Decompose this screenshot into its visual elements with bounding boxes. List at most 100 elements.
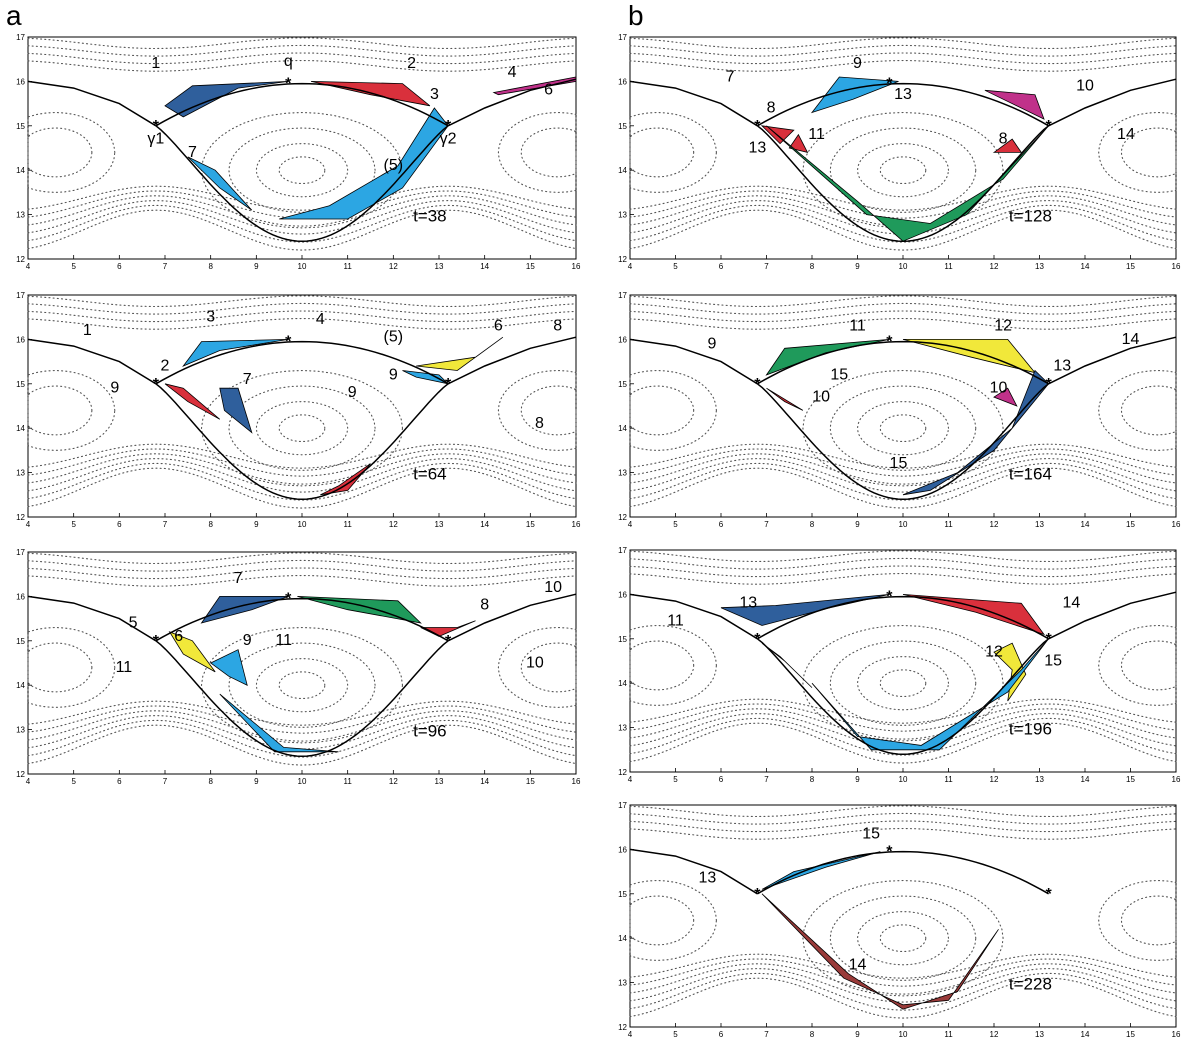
lobe-label: 15 [890, 455, 908, 472]
a2-lobe-2 [164, 383, 221, 420]
y-tick-label: 12 [16, 513, 25, 522]
lobe-label: 7 [188, 144, 197, 161]
hyperbolic-point-marker: * [754, 376, 761, 393]
time-label: t=38 [413, 206, 447, 225]
x-tick-label: 12 [389, 777, 398, 786]
q-point-marker: * [285, 591, 292, 608]
x-tick-label: 10 [298, 520, 307, 529]
lobe-label: 7 [726, 68, 735, 85]
y-tick-label: 16 [16, 592, 25, 601]
a3-lobe-9 [209, 649, 248, 686]
y-tick-label: 12 [618, 1023, 627, 1032]
lobe-label: 11 [667, 612, 684, 629]
panel-a1-manifolds [27, 78, 577, 242]
x-tick-label: 5 [673, 775, 678, 784]
x-tick-label: 7 [163, 777, 168, 786]
lobe-label: 8 [999, 131, 1008, 148]
outer-left-curve [27, 338, 157, 385]
y-tick-label: 17 [618, 801, 627, 810]
x-tick-label: 16 [1172, 1030, 1181, 1039]
lobe-label: 8 [535, 415, 544, 432]
a3-lobe-green [297, 596, 422, 624]
hyperbolic-point-marker: * [153, 633, 160, 650]
q-point-marker: * [886, 844, 893, 861]
x-tick-label: 14 [1081, 775, 1090, 784]
x-tick-label: 4 [628, 775, 633, 784]
x-tick-label: 5 [673, 1030, 678, 1039]
x-tick-label: 11 [344, 262, 353, 271]
y-tick-label: 14 [618, 424, 627, 433]
x-tick-label: 5 [673, 262, 678, 271]
y-tick-label: 14 [16, 166, 25, 175]
panel-b2-streamlines [629, 295, 1177, 509]
lobe-label: 8 [767, 99, 776, 116]
a2-lobe-7 [219, 387, 253, 434]
lobe-label: 11 [849, 318, 866, 335]
b2-lobe-10 [993, 387, 1018, 407]
x-tick-label: 13 [1035, 520, 1044, 529]
x-tick-label: 12 [990, 1030, 999, 1039]
panel-b1: 4 5 6 7 8 9 10 11 12 13 14 15 16 12 13 14 15 16 17 * * * 7 9 13 1… [618, 33, 1181, 271]
x-tick-label: 15 [526, 262, 535, 271]
y-tick-label: 13 [16, 211, 25, 220]
column-label-b: b [628, 0, 644, 31]
lobe-label: 10 [544, 579, 562, 596]
x-tick-label: 6 [719, 520, 724, 529]
time-label: t=164 [1009, 464, 1052, 483]
panel-a1-frame [27, 36, 577, 260]
x-tick-label: 8 [810, 520, 815, 529]
lobe-label: (5) [384, 329, 404, 346]
lobe-label: 9 [110, 380, 119, 397]
x-tick-label: 6 [719, 1030, 724, 1039]
a2-lobe-bottom [320, 463, 371, 496]
lobe-label: 12 [985, 644, 1003, 661]
panel-b4-manifolds [629, 848, 1049, 895]
x-tick-label: 9 [254, 262, 259, 271]
x-tick-label: 7 [764, 520, 769, 529]
hyperbolic-point-marker: * [754, 631, 761, 648]
x-tick-label: 7 [764, 1030, 769, 1039]
lobe-label: 10 [526, 654, 544, 671]
lobe-label: 10 [812, 389, 830, 406]
x-tick-label: 8 [810, 775, 815, 784]
x-tick-label: 11 [944, 1030, 953, 1039]
hyperbolic-point-marker: * [153, 118, 160, 135]
lobe-label: 12 [994, 318, 1012, 335]
lobe-label: 6 [174, 628, 183, 645]
lobe-label: 9 [853, 55, 862, 72]
lobe-label: 7 [234, 570, 243, 587]
a2-lobe-6 [416, 336, 504, 371]
hyperbolic-point-marker: * [1045, 376, 1052, 393]
lobe-label: 14 [1117, 126, 1135, 143]
y-tick-label: 16 [618, 77, 627, 86]
panel-a3-manifolds [27, 593, 577, 757]
y-tick-label: 12 [618, 768, 627, 777]
x-tick-label: 9 [855, 520, 860, 529]
x-tick-label: 13 [1035, 775, 1044, 784]
lobe-label: γ1 [147, 131, 164, 148]
panel-a2-frame [27, 294, 577, 518]
upper-arc [155, 597, 449, 642]
x-tick-label: 8 [208, 777, 213, 786]
lobe-label: 10 [1076, 77, 1094, 94]
x-tick-label: 12 [990, 775, 999, 784]
y-tick-label: 12 [618, 255, 627, 264]
outer-left-curve [629, 848, 758, 895]
x-tick-label: 9 [254, 520, 259, 529]
panel-b2-manifolds [629, 336, 1177, 500]
time-label: t=96 [413, 721, 447, 740]
b1-lobe-10 [984, 89, 1045, 120]
b3-lobe-12 [993, 642, 1027, 702]
x-tick-label: 9 [855, 1030, 860, 1039]
lower-loop [155, 125, 449, 242]
hyperbolic-point-marker: * [153, 376, 160, 393]
panel-a2-manifolds [27, 336, 577, 500]
hyperbolic-point-marker: * [754, 886, 761, 903]
x-tick-label: 4 [628, 520, 633, 529]
lobe-label: 8 [553, 318, 562, 335]
x-tick-label: 5 [71, 520, 76, 529]
lobe-label: 3 [206, 309, 215, 326]
column-label-a: a [6, 0, 22, 31]
time-label: t=228 [1009, 974, 1052, 993]
x-tick-label: 13 [435, 520, 444, 529]
